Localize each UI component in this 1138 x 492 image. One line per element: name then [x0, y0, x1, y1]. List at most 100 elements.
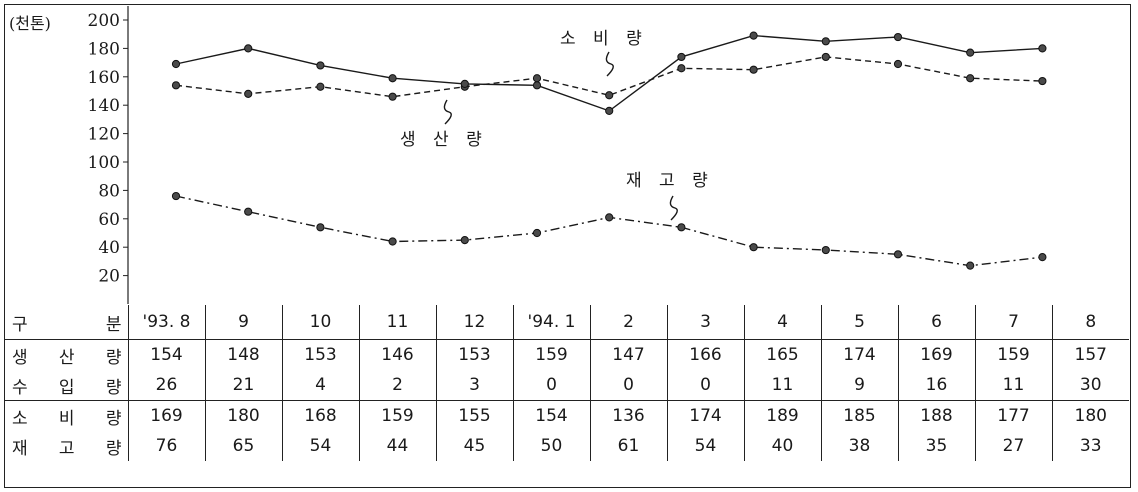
table-cell: 174: [820, 339, 898, 370]
row-label: 구 분: [4, 305, 128, 340]
data-point: [821, 52, 830, 62]
row-label: 재 고 량: [12, 438, 122, 459]
table-cell: 26: [127, 370, 205, 401]
data-point: [388, 237, 397, 246]
y-axis: 200 180 160 140 120 100 80 60 40 20: [88, 6, 129, 304]
table-cell: 146: [358, 339, 436, 370]
table-row: 소 비 량 169 180 168 159 155 154 136 174 189 185 188 17…: [4, 400, 1129, 431]
table-cell: 169: [127, 400, 205, 431]
table-cell: 0: [512, 370, 590, 401]
table-row: 생 산 량 154 148 153 146 153 159 147 166 165 174 169 15…: [4, 339, 1129, 370]
table-cell: 45: [435, 431, 513, 461]
y-tick-label: 20: [98, 267, 120, 287]
table-row: 재 고 량 76 65 54 44 45 50 61 54 40 38 35 27 33: [4, 431, 1129, 461]
series-lines: [175, 34, 1043, 267]
y-tick-label: 160: [88, 68, 120, 88]
table-cell: 157: [1051, 339, 1129, 370]
data-point: [821, 37, 830, 46]
table-cell: 0: [589, 370, 667, 401]
series-annotations: 소 비 량생 산 량재 고 량: [400, 29, 714, 221]
data-point: [677, 52, 686, 62]
table-cell: 11: [358, 305, 436, 340]
table-cell: 159: [974, 339, 1052, 370]
table-cell: 76: [127, 431, 205, 461]
annotation-arrow: [605, 51, 614, 77]
row-label: 수 입 량: [4, 370, 128, 401]
table-cell: '94. 1: [512, 305, 590, 340]
data-point: [244, 89, 253, 98]
table-cell: 6: [897, 305, 975, 340]
table-cell: 159: [512, 339, 590, 370]
data-point: [966, 48, 975, 57]
table-cell: 40: [743, 431, 821, 461]
y-tick-label: 120: [88, 125, 120, 145]
y-tick-label: 100: [88, 153, 120, 173]
table-cell: 2: [358, 370, 436, 401]
data-point: [1038, 44, 1047, 53]
table-cell: 61: [589, 431, 667, 461]
table-cell: 155: [435, 400, 513, 431]
table-cell: 136: [589, 400, 667, 431]
data-point: [244, 207, 253, 216]
table-cell: 166: [666, 339, 744, 370]
table-cell: 9: [820, 370, 898, 401]
table-cell: 153: [281, 339, 359, 370]
table-cell: 169: [897, 339, 975, 370]
series-line-2: [175, 195, 1043, 267]
data-point: [316, 61, 325, 70]
data-point: [388, 92, 397, 101]
table-cell: 180: [1051, 400, 1129, 431]
table-cell: 188: [897, 400, 975, 431]
table-cell: 54: [281, 431, 359, 461]
table-cell: 180: [204, 400, 282, 431]
data-point: [966, 74, 975, 83]
data-point: [532, 228, 542, 238]
table-cell: 4: [743, 305, 821, 340]
table-cell: '93. 8: [127, 305, 205, 340]
row-label: 생 산 량: [12, 347, 122, 368]
data-point: [749, 243, 758, 252]
series-points: [171, 31, 1047, 270]
y-tick-label: 180: [88, 39, 120, 59]
data-point: [966, 261, 975, 270]
table-cell: 9: [204, 305, 282, 340]
table-cell: 21: [204, 370, 282, 401]
data-point: [605, 91, 614, 100]
table-cell: 0: [666, 370, 744, 401]
table-cell: 27: [974, 431, 1052, 461]
table-cell: 154: [512, 400, 590, 431]
table-row: 수 입 량 26 21 4 2 3 0 0 0 11 9 16 11 30: [4, 370, 1129, 401]
data-point: [893, 59, 903, 69]
line-chart: (천톤) 200 180 160 140 120 100 80 60 40 20 소 비 량생 산…: [9, 6, 1047, 304]
table-cell: 148: [204, 339, 282, 370]
data-point: [171, 191, 181, 201]
data-point: [1038, 253, 1047, 262]
table-cell: 147: [589, 339, 667, 370]
series-annotation-label: 재 고 량: [626, 171, 714, 191]
table-cell: 8: [1051, 305, 1129, 340]
table-cell: 5: [820, 305, 898, 340]
chart-frame: [4, 4, 1131, 488]
data-point: [605, 106, 614, 115]
table-cell: 168: [281, 400, 359, 431]
data-point: [460, 236, 469, 245]
table-cell: 35: [897, 431, 975, 461]
table-cell: 4: [281, 370, 359, 401]
y-tick-label: 40: [98, 238, 120, 258]
table-cell: 11: [974, 370, 1052, 401]
table-cell: 33: [1051, 431, 1129, 461]
table-cell: 44: [358, 431, 436, 461]
data-point: [244, 44, 253, 53]
table-cell: 159: [358, 400, 436, 431]
table-cell: 153: [435, 339, 513, 370]
y-tick-label: 200: [88, 11, 120, 31]
table-cell: 3: [666, 305, 744, 340]
series-annotation-label: 생 산 량: [400, 130, 488, 150]
table-cell: 154: [127, 339, 205, 370]
data-point: [532, 74, 542, 83]
y-tick-label: 140: [88, 96, 120, 116]
table-cell: 12: [435, 305, 513, 340]
data-point: [677, 223, 686, 232]
